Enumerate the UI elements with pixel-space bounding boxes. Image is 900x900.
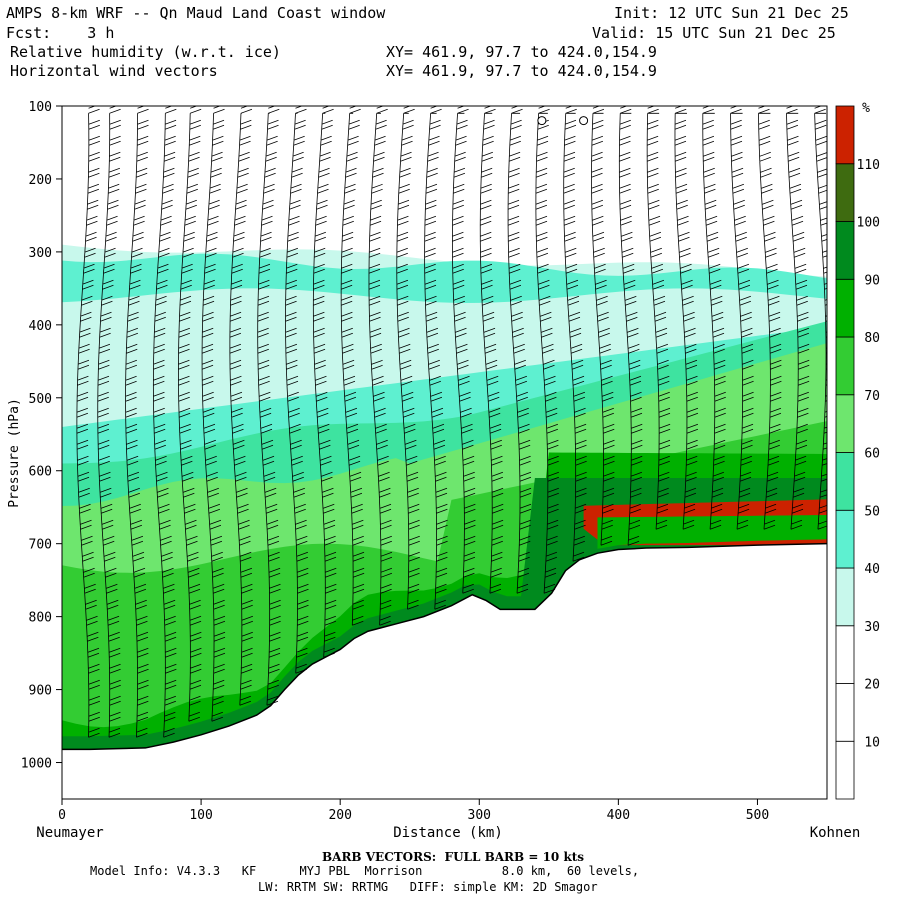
colorbar-label: 100 [857, 216, 880, 231]
calm-wind-marker [537, 116, 547, 126]
colorbar-swatch [835, 567, 855, 627]
barb-column [396, 106, 420, 610]
model-info: Model Info: V4.3.3 KF MYJ PBL Morrison 8… [90, 864, 640, 878]
barb-column [563, 106, 587, 562]
rh-band-90-100-lower [597, 515, 827, 549]
barb-column [674, 106, 699, 530]
wind-barb-layer [76, 106, 827, 738]
x-tick-label: 0 [58, 808, 66, 823]
barb-column [424, 106, 448, 610]
x-axis-label: Distance (km) [393, 825, 503, 841]
barb-column [97, 106, 121, 738]
barb-column [535, 106, 559, 594]
y-tick-label: 200 [29, 173, 52, 188]
barb-column [312, 106, 337, 658]
barb-column [786, 106, 810, 530]
y-tick-label: 500 [29, 392, 52, 407]
field-label-wind: Horizontal wind vectors [10, 62, 218, 80]
x-tick-label: 100 [189, 808, 212, 823]
barb-column [814, 106, 827, 530]
barb-column [618, 106, 643, 546]
axis-layer: 100 200 300 400 500 600 700 800 900 1000 0 100 200 30… [21, 100, 770, 823]
terrain-layer [62, 542, 827, 799]
colorbar-swatch [835, 278, 855, 338]
colorbar-label: 80 [864, 331, 880, 346]
y-tick-label: 300 [29, 246, 52, 261]
chart-title: AMPS 8-km WRF -- Qn Maud Land Coast wind… [6, 4, 386, 22]
colorbar-label: 90 [864, 273, 880, 288]
barb-column [702, 106, 726, 530]
barb-column [76, 106, 100, 738]
colorbar-label: 50 [864, 504, 880, 519]
colorbar-swatch [835, 452, 855, 511]
x-tick-label: 500 [746, 808, 769, 823]
barb-column [152, 106, 177, 738]
barb-column [758, 106, 782, 530]
terrain-surface-line [62, 542, 827, 751]
colorbar-swatch [835, 336, 855, 396]
colorbar-swatch [835, 509, 855, 569]
colorbar-swatch [835, 105, 855, 165]
barb-column [178, 106, 202, 722]
colorbar-label: 110 [857, 158, 880, 173]
valid-time: Valid: 15 UTC Sun 21 Dec 25 [592, 24, 836, 42]
colorbar-swatch [835, 625, 855, 684]
colorbar-label: 30 [864, 620, 880, 635]
barb-legend: BARB VECTORS: FULL BARB = 10 kts [322, 850, 585, 864]
calm-wind-marker [579, 116, 589, 126]
colorbar-unit: % [862, 101, 870, 116]
barb-column [340, 106, 365, 626]
barb-column [229, 106, 253, 706]
colorbar-swatch [835, 163, 855, 222]
barb-column [591, 106, 615, 546]
model-info-2: LW: RRTM SW: RRTMG DIFF: simple KM: 2D S… [258, 880, 598, 894]
barb-column [507, 106, 532, 594]
barb-column [479, 106, 504, 594]
y-tick-label: 800 [29, 611, 52, 626]
colorbar-label: 10 [864, 735, 880, 750]
x-tick-label: 300 [468, 808, 491, 823]
barb-column [646, 106, 671, 530]
colorbar-swatch [835, 740, 855, 800]
colorbar: 10 20 30 40 50 60 70 80 90 100 110 [835, 105, 880, 800]
barb-column [730, 106, 754, 530]
barb-column [285, 106, 309, 674]
x-end-label: Kohnen [810, 825, 861, 841]
rh-pocket-30-40 [62, 288, 827, 427]
forecast-hour: Fcst: 3 h [6, 24, 115, 42]
colorbar-swatch [835, 394, 855, 453]
y-tick-label: 400 [29, 319, 52, 334]
terrain-fill [62, 543, 827, 799]
x-start-label: Neumayer [36, 825, 103, 841]
colorbar-label: 20 [864, 678, 880, 693]
y-tick-label: 700 [29, 538, 52, 553]
y-tick-label: 1000 [21, 757, 52, 772]
init-time: Init: 12 UTC Sun 21 Dec 25 [614, 4, 849, 22]
xy-readout-2: XY= 461.9, 97.7 to 424.0,154.9 [386, 62, 657, 80]
colorbar-label: 70 [864, 389, 880, 404]
x-tick-label: 400 [607, 808, 630, 823]
field-label-rh: Relative humidity (w.r.t. ice) [10, 43, 281, 61]
barb-column [452, 106, 476, 594]
barb-column [368, 106, 393, 626]
plot-frame [61, 105, 828, 800]
colorbar-swatch [835, 221, 855, 280]
y-tick-label: 900 [29, 684, 52, 699]
xy-readout-1: XY= 461.9, 97.7 to 424.0,154.9 [386, 43, 657, 61]
barb-column [257, 106, 281, 706]
colorbar-swatch [835, 683, 855, 742]
x-tick-label: 200 [328, 808, 351, 823]
barb-column [125, 106, 149, 738]
barb-column [201, 106, 226, 722]
y-tick-label: 600 [29, 465, 52, 480]
colorbar-label: 40 [864, 562, 880, 577]
colorbar-label: 60 [864, 447, 880, 462]
y-axis-label: Pressure (hPa) [7, 398, 22, 508]
y-tick-label: 100 [29, 100, 52, 115]
